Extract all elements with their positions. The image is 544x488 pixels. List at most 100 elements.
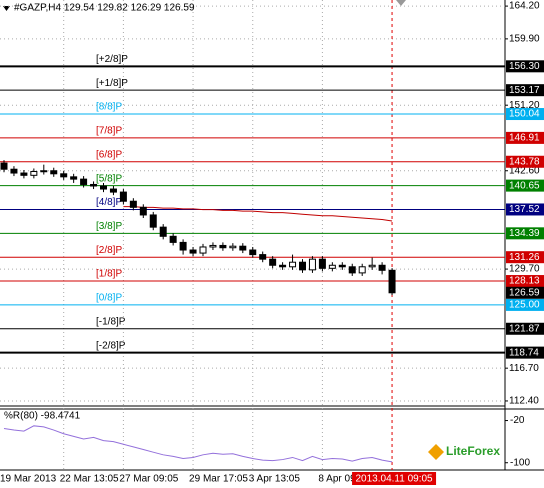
menu-arrow[interactable] — [3, 6, 10, 11]
candle-body — [239, 245, 247, 251]
level-value: 134.39 — [509, 228, 540, 239]
level-box — [506, 298, 544, 311]
level-name: [7/8]P — [96, 126, 122, 137]
x-tick-label: 8 Apr 09:05 — [318, 474, 370, 485]
x-tick-label: 3 Apr 13:05 — [249, 474, 301, 485]
level-value: 121.87 — [509, 323, 540, 334]
level-box — [506, 251, 544, 264]
candle-body — [0, 162, 8, 170]
level-name: [4/8]P — [96, 197, 122, 208]
y-tick-label: 159.90 — [509, 34, 540, 45]
level-value: 137.52 — [509, 204, 540, 215]
level-box — [506, 84, 544, 97]
level-name: [1/8]P — [96, 269, 122, 280]
indicator-line — [3, 425, 393, 463]
y-tick-label: 164.20 — [509, 1, 540, 12]
logo-text: LiteForex — [446, 444, 500, 458]
level-box — [506, 155, 544, 168]
level-value: 140.65 — [509, 180, 540, 191]
candle-body — [159, 226, 167, 237]
level-name: [2/8]P — [96, 245, 122, 256]
indicator-title: %R(80) -98.4741 — [4, 411, 81, 422]
candle-body — [348, 266, 356, 274]
moving-average — [123, 206, 393, 222]
level-box — [506, 227, 544, 240]
y-tick-label: 112.40 — [509, 396, 539, 407]
current-price-box — [506, 286, 544, 299]
candle-body — [269, 258, 277, 266]
level-box — [506, 346, 544, 359]
candle-body — [289, 261, 297, 268]
chart-title: #GAZP,H4 129.54 129.82 126.29 126.59 — [14, 3, 195, 14]
x-tick-label: 22 Mar 13:05 — [60, 474, 119, 485]
y-tick-label: 116.70 — [509, 363, 539, 374]
level-value: 156.30 — [509, 61, 540, 72]
candle-body — [209, 244, 217, 248]
logo: LiteForex — [428, 444, 500, 460]
level-name: [8/8]P — [96, 102, 122, 113]
candle-body — [358, 266, 366, 274]
level-box — [506, 203, 544, 216]
candle-body — [388, 269, 396, 294]
candle-body — [100, 185, 107, 190]
y-tick-label: -100 — [510, 457, 530, 468]
candle-body — [169, 235, 177, 243]
level-name: [0/8]P — [96, 293, 122, 304]
level-value: 128.13 — [509, 276, 540, 287]
level-box — [506, 60, 544, 73]
logo-icon — [428, 444, 444, 460]
candle-body — [10, 168, 18, 174]
candle-body — [60, 173, 68, 178]
current-price: 126.59 — [509, 287, 540, 298]
shift-marker — [396, 0, 406, 6]
candle-body — [189, 249, 197, 254]
level-value: 143.78 — [509, 156, 540, 167]
y-tick-label: 151.20 — [509, 100, 540, 111]
level-name: [3/8]P — [96, 221, 122, 232]
candle-body — [328, 264, 336, 269]
candle-body — [80, 178, 88, 185]
level-name: [-2/8]P — [96, 340, 126, 351]
level-box — [506, 108, 544, 121]
candle-body — [139, 206, 147, 216]
level-value: 118.74 — [509, 347, 539, 358]
candle-body — [199, 246, 207, 254]
candle-body — [279, 264, 287, 268]
x-tick-label: 27 Mar 09:05 — [119, 474, 178, 485]
candle-body — [259, 254, 267, 260]
y-tick-label: 129.70 — [509, 264, 540, 275]
x-tick-label: 29 Mar 17:05 — [189, 474, 248, 485]
level-value: 125.00 — [509, 300, 540, 311]
candle-body — [249, 249, 257, 256]
candle-body — [119, 191, 127, 202]
x-tick-label: 19 Mar 2013 — [0, 474, 57, 485]
current-time-box — [352, 472, 437, 485]
candle-body — [308, 258, 316, 271]
x-tick-label: 2013.04.11 09:05 — [355, 474, 433, 485]
candle-body — [40, 170, 48, 173]
candle-body — [30, 171, 38, 176]
candle-body — [299, 261, 306, 271]
level-name: [6/8]P — [96, 149, 122, 160]
level-value: 150.04 — [509, 109, 540, 120]
level-value: 131.26 — [509, 252, 540, 263]
level-box — [506, 275, 544, 288]
candle-body — [50, 170, 58, 175]
candle-body — [368, 264, 376, 268]
candle-body — [129, 200, 137, 208]
level-box — [506, 322, 544, 335]
y-tick-label: 142.60 — [509, 165, 540, 176]
candle-body — [109, 188, 117, 193]
candle-body — [318, 258, 326, 269]
candle-body — [20, 172, 28, 176]
candle-body — [90, 183, 98, 187]
level-box — [506, 179, 544, 192]
candle-body — [149, 214, 157, 228]
level-value: 146.91 — [509, 133, 540, 144]
candle-body — [70, 176, 78, 180]
level-name: [-1/8]P — [96, 316, 126, 327]
level-name: [+2/8]P — [96, 54, 128, 65]
level-name: [5/8]P — [96, 173, 122, 184]
